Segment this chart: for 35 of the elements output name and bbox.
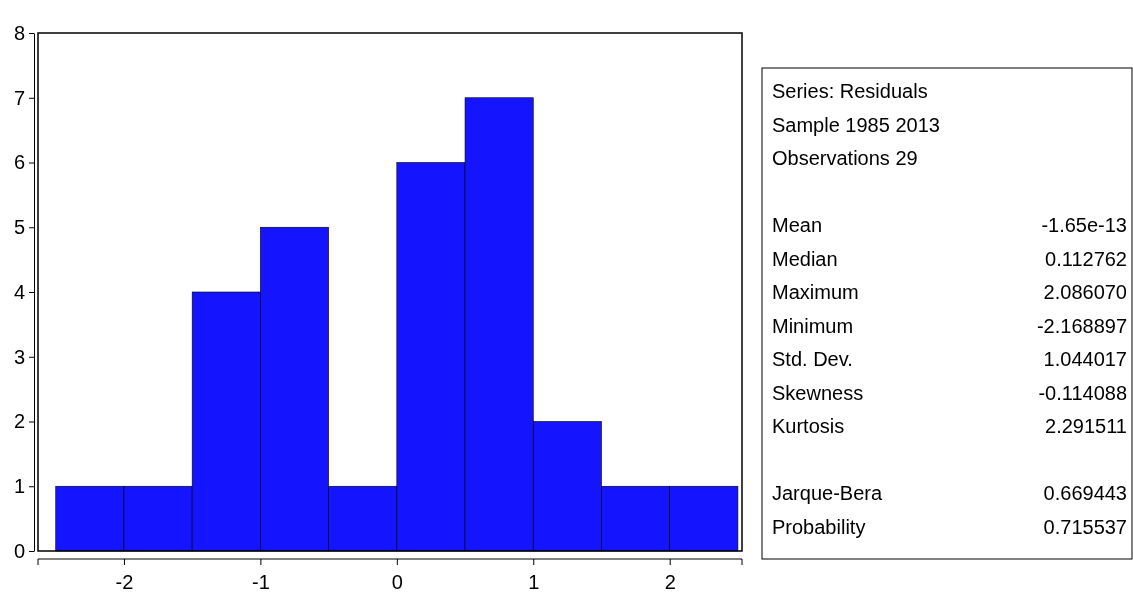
text: -1.65e-13: [1041, 214, 1127, 236]
text: Skewness: [772, 381, 864, 404]
x-tick-label: 1: [528, 571, 540, 594]
y-tick-label: 2: [13, 410, 25, 433]
text: Minimum: [772, 314, 854, 337]
text: Median: [772, 247, 838, 270]
text: Std. Dev.: [772, 348, 853, 370]
x-tick-label: -2: [115, 571, 134, 594]
text: 0.715537: [1043, 515, 1127, 538]
y-tick-label: 4: [13, 280, 25, 303]
text: Sample 1985 2013: [772, 113, 940, 136]
text: Maximum: [772, 281, 859, 303]
y-tick-label: 6: [13, 151, 25, 174]
x-tick-label: 0: [391, 571, 403, 594]
text: 0.669443: [1043, 482, 1127, 504]
y-tick-label: 7: [13, 86, 25, 109]
text: -0.114088: [1038, 381, 1127, 404]
text: 2.086070: [1043, 281, 1127, 303]
text: 0.112762: [1045, 247, 1127, 270]
text: Jarque-Bera: [772, 482, 883, 504]
text: 2.291511: [1045, 415, 1127, 437]
y-tick-label: 1: [13, 475, 25, 498]
y-tick-label: 5: [13, 216, 25, 239]
y-tick-label: 3: [13, 345, 25, 368]
text: Probability: [772, 515, 866, 538]
text: 1.044017: [1043, 348, 1127, 370]
y-tick-label: 8: [13, 21, 25, 44]
y-tick-label: 0: [13, 539, 25, 562]
text: Series: Residuals: [772, 80, 928, 102]
x-tick-label: 2: [664, 571, 676, 594]
text: Mean: [772, 214, 823, 236]
text: Observations 29: [772, 147, 918, 169]
text: -2.168897: [1036, 314, 1127, 337]
x-tick-label: -1: [251, 571, 270, 594]
text: Kurtosis: [772, 415, 845, 437]
